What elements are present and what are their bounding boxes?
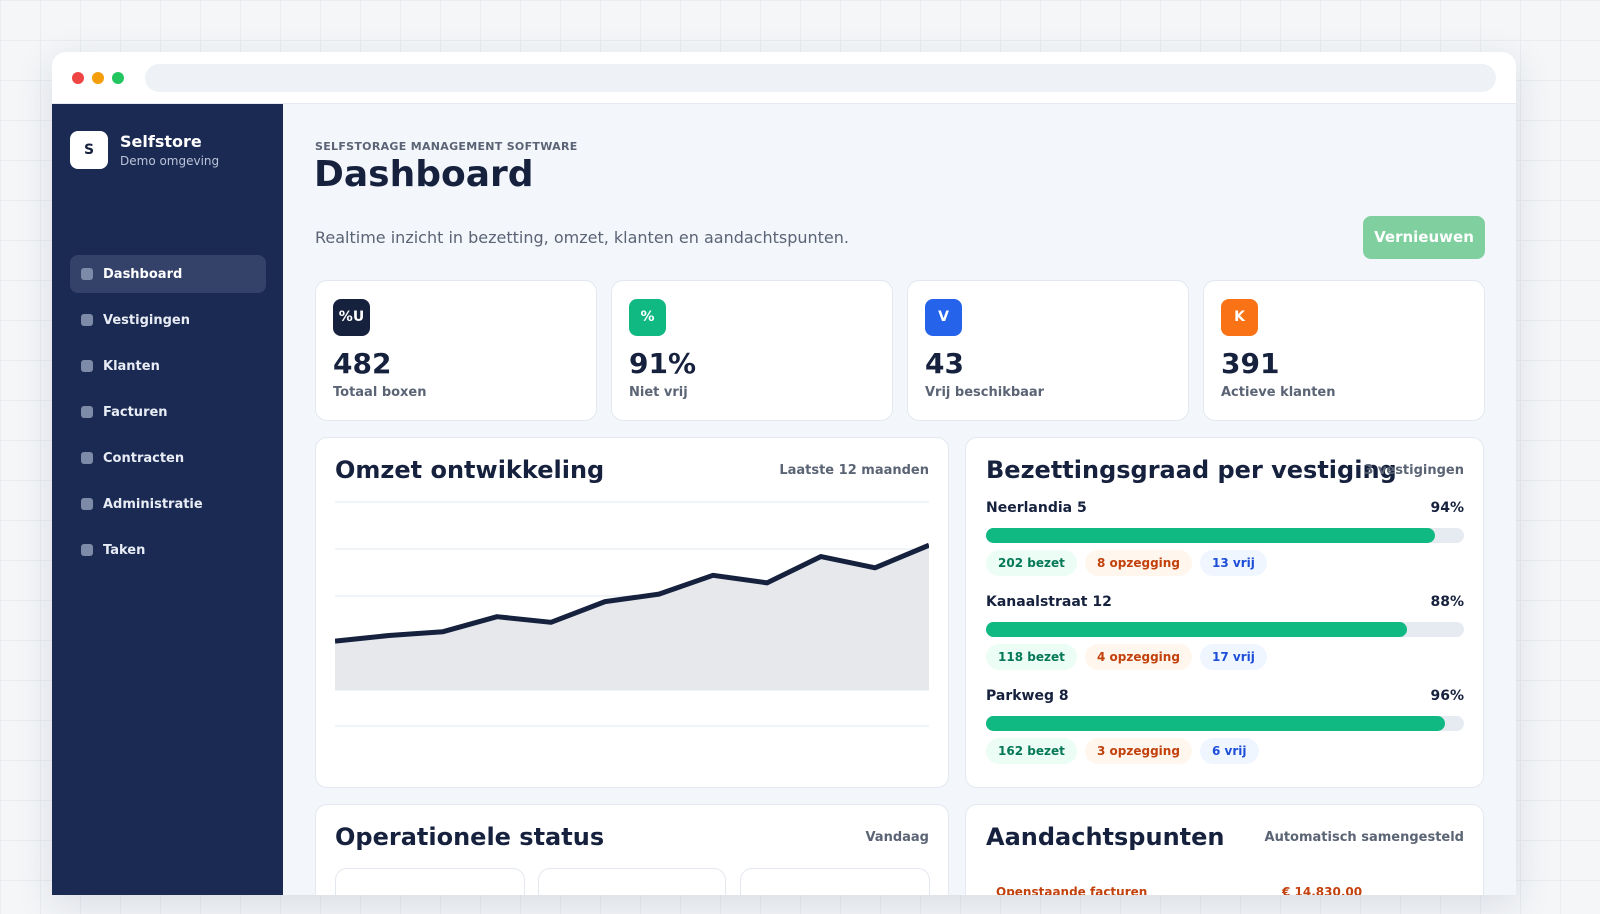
progress-track <box>986 716 1464 731</box>
stat-icon: K <box>1221 299 1258 336</box>
page-description: Realtime inzicht in bezetting, omzet, kl… <box>315 228 849 247</box>
stat-card: %U 482 Totaal boxen <box>315 280 597 421</box>
stat-value: 391 <box>1221 347 1280 380</box>
progress-track <box>986 528 1464 543</box>
badge-terminating: 4 opzegging <box>1085 644 1192 670</box>
status-tile <box>335 868 525 895</box>
address-bar[interactable] <box>145 64 1496 92</box>
nav-item[interactable]: Contracten <box>70 439 266 477</box>
location-name: Parkweg 8 <box>986 688 1069 704</box>
stat-label: Totaal boxen <box>333 385 427 400</box>
location-name: Kanaalstraat 12 <box>986 594 1112 610</box>
revenue-line <box>335 542 929 644</box>
status-tile <box>740 868 930 895</box>
badge-occupied: 162 bezet <box>986 738 1077 764</box>
browser-toolbar <box>52 52 1516 104</box>
browser-window: S Selfstore Demo omgeving Dashboard Vesti… <box>52 52 1516 895</box>
badge-terminating: 3 opzegging <box>1085 738 1192 764</box>
badge-free: 6 vrij <box>1200 738 1259 764</box>
attention-label: Openstaande facturen <box>996 885 1148 895</box>
location-name: Neerlandia 5 <box>986 500 1087 516</box>
nav-item[interactable]: Facturen <box>70 393 266 431</box>
progress-fill <box>986 716 1445 731</box>
nav-item[interactable]: Dashboard <box>70 255 266 293</box>
badge-occupied: 202 bezet <box>986 550 1077 576</box>
refresh-button[interactable]: Vernieuwen <box>1363 216 1485 259</box>
stat-card: % 91% Niet vrij <box>611 280 893 421</box>
occupancy-card: Bezettingsgraad per vestiging 3 vestigin… <box>965 437 1484 788</box>
stat-card: K 391 Actieve klanten <box>1203 280 1485 421</box>
attention-value: € 14.830,00 <box>1282 885 1363 895</box>
location-rate: 88% <box>1430 594 1464 610</box>
close-dot[interactable] <box>72 72 84 84</box>
revenue-chart <box>335 501 929 727</box>
card-subtitle: 3 vestigingen <box>1364 463 1464 478</box>
stat-label: Niet vrij <box>629 385 688 400</box>
nav-item[interactable]: Taken <box>70 531 266 569</box>
page-title: Dashboard <box>314 154 534 195</box>
card-subtitle: Vandaag <box>865 830 929 845</box>
location-rate: 94% <box>1430 500 1464 516</box>
status-card: Operationele status Vandaag <box>315 804 949 895</box>
occupancy-list: Neerlandia 5 94% 202 bezet 8 opzegging 13 vr… <box>986 438 1464 788</box>
sidebar: S Selfstore Demo omgeving Dashboard Vesti… <box>52 104 283 895</box>
badge-occupied: 118 bezet <box>986 644 1077 670</box>
attention-card: Aandachtspunten Automatisch samengesteld… <box>965 804 1484 895</box>
maximize-dot[interactable] <box>112 72 124 84</box>
nav-item[interactable]: Klanten <box>70 347 266 385</box>
stat-label: Actieve klanten <box>1221 385 1336 400</box>
card-title: Operationele status <box>335 823 605 851</box>
badge-terminating: 8 opzegging <box>1085 550 1192 576</box>
card-title: Omzet ontwikkeling <box>335 456 605 484</box>
badge-free: 17 vrij <box>1200 644 1267 670</box>
location-rate: 96% <box>1430 688 1464 704</box>
brand-subtitle: Demo omgeving <box>120 154 220 168</box>
status-tile <box>538 868 726 895</box>
revenue-card: Omzet ontwikkeling Laatste 12 maanden <box>315 437 949 788</box>
minimize-dot[interactable] <box>92 72 104 84</box>
brand-name: Selfstore <box>120 132 202 151</box>
badge-free: 13 vrij <box>1200 550 1267 576</box>
revenue-area <box>335 545 929 690</box>
card-subtitle: Laatste 12 maanden <box>779 463 929 478</box>
stat-icon: V <box>925 299 962 336</box>
progress-fill <box>986 622 1407 637</box>
card-title: Aandachtspunten <box>986 823 1225 851</box>
stat-value: 43 <box>925 347 964 380</box>
stat-card: V 43 Vrij beschikbaar <box>907 280 1189 421</box>
brand-logo[interactable]: S <box>70 131 108 169</box>
nav-item[interactable]: Administratie <box>70 485 266 523</box>
stat-icon: %U <box>333 299 370 336</box>
nav-item[interactable]: Vestigingen <box>70 301 266 339</box>
eyebrow: SELFSTORAGE MANAGEMENT SOFTWARE <box>315 140 578 153</box>
card-subtitle: Automatisch samengesteld <box>1264 830 1464 845</box>
stat-value: 482 <box>333 347 392 380</box>
stat-icon: % <box>629 299 666 336</box>
stat-label: Vrij beschikbaar <box>925 385 1045 400</box>
card-title: Bezettingsgraad per vestiging <box>986 456 1397 484</box>
progress-fill <box>986 528 1436 543</box>
progress-track <box>986 622 1464 637</box>
stat-value: 91% <box>629 347 697 380</box>
